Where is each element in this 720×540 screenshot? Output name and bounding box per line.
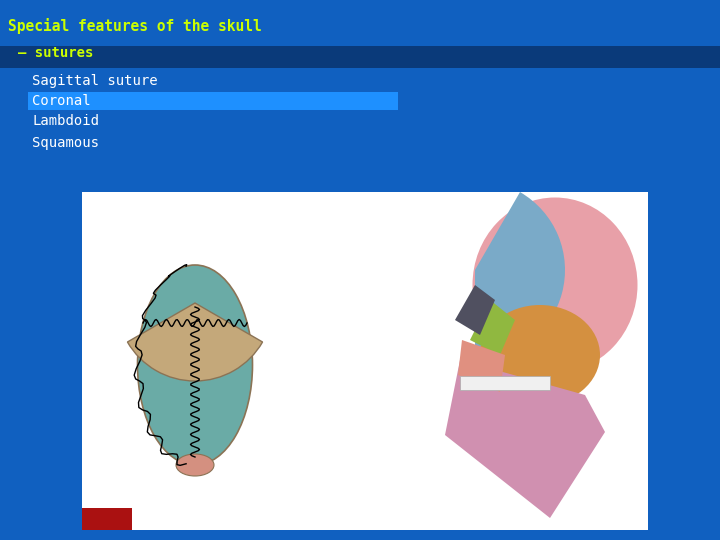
- Polygon shape: [445, 360, 605, 518]
- Polygon shape: [458, 340, 505, 392]
- Bar: [82, 192, 648, 530]
- Text: Special features of the skull: Special features of the skull: [8, 18, 262, 34]
- Ellipse shape: [480, 305, 600, 405]
- Ellipse shape: [176, 454, 214, 476]
- Bar: [460, 376, 550, 390]
- Text: Sagittal suture: Sagittal suture: [32, 74, 158, 88]
- Text: Lambdoid: Lambdoid: [32, 114, 99, 128]
- Text: Coronal: Coronal: [32, 94, 91, 108]
- Polygon shape: [470, 300, 515, 355]
- Ellipse shape: [472, 198, 637, 373]
- Wedge shape: [127, 303, 263, 381]
- Polygon shape: [455, 285, 495, 335]
- Text: Squamous: Squamous: [32, 136, 99, 150]
- Bar: [82, 508, 132, 530]
- Text: – sutures: – sutures: [18, 46, 94, 60]
- Bar: [0, 46, 720, 68]
- Ellipse shape: [138, 265, 253, 465]
- Wedge shape: [475, 192, 565, 360]
- Bar: [28, 92, 398, 110]
